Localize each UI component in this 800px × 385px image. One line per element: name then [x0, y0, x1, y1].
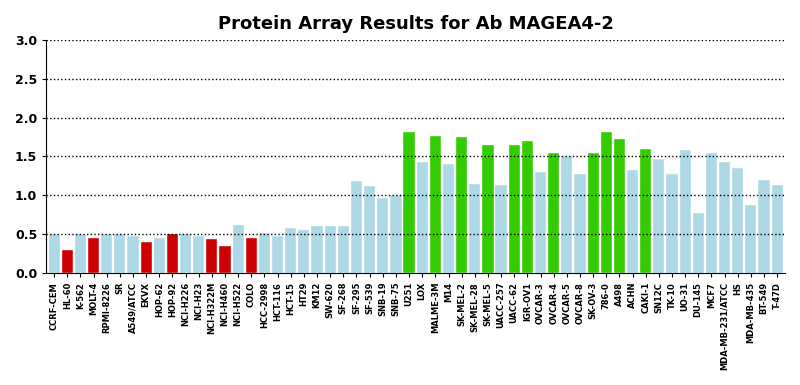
Bar: [403, 132, 414, 273]
Bar: [338, 226, 349, 273]
Bar: [456, 137, 467, 273]
Bar: [364, 186, 375, 273]
Bar: [417, 162, 428, 273]
Bar: [693, 213, 704, 273]
Bar: [325, 226, 336, 273]
Bar: [351, 181, 362, 273]
Bar: [732, 168, 743, 273]
Bar: [587, 152, 598, 273]
Bar: [49, 234, 60, 273]
Bar: [443, 164, 454, 273]
Bar: [666, 174, 678, 273]
Bar: [482, 145, 494, 273]
Title: Protein Array Results for Ab MAGEA4-2: Protein Array Results for Ab MAGEA4-2: [218, 15, 614, 33]
Bar: [430, 136, 441, 273]
Bar: [601, 132, 612, 273]
Bar: [746, 204, 757, 273]
Bar: [298, 230, 310, 273]
Bar: [206, 239, 218, 273]
Bar: [154, 238, 165, 273]
Bar: [193, 236, 204, 273]
Bar: [75, 234, 86, 273]
Bar: [771, 185, 782, 273]
Bar: [522, 141, 533, 273]
Bar: [377, 198, 388, 273]
Bar: [127, 236, 138, 273]
Bar: [141, 242, 152, 273]
Bar: [562, 156, 572, 273]
Bar: [114, 234, 126, 273]
Bar: [654, 159, 664, 273]
Bar: [285, 228, 296, 273]
Bar: [719, 162, 730, 273]
Bar: [272, 236, 283, 273]
Bar: [167, 234, 178, 273]
Bar: [246, 238, 257, 273]
Bar: [706, 152, 717, 273]
Bar: [627, 170, 638, 273]
Bar: [470, 184, 480, 273]
Bar: [548, 152, 559, 273]
Bar: [88, 238, 99, 273]
Bar: [180, 234, 191, 273]
Bar: [535, 172, 546, 273]
Bar: [390, 195, 402, 273]
Bar: [640, 149, 651, 273]
Bar: [62, 249, 73, 273]
Bar: [679, 150, 690, 273]
Bar: [509, 145, 520, 273]
Bar: [311, 226, 322, 273]
Bar: [614, 139, 625, 273]
Bar: [233, 225, 244, 273]
Bar: [219, 246, 230, 273]
Bar: [758, 180, 770, 273]
Bar: [259, 233, 270, 273]
Bar: [101, 234, 112, 273]
Bar: [495, 185, 506, 273]
Bar: [574, 174, 586, 273]
